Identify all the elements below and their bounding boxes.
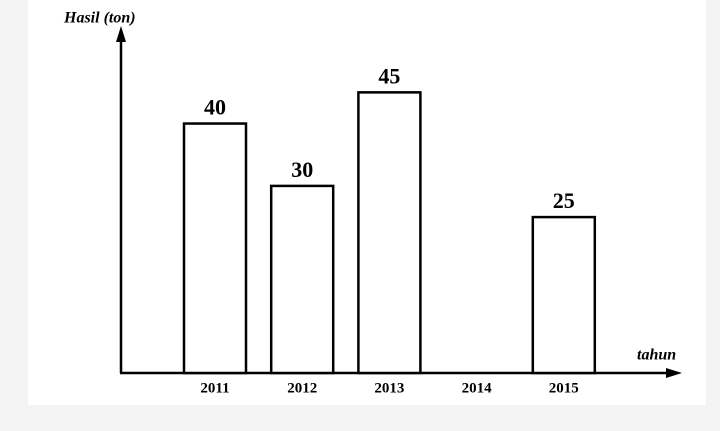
- value-label: 25: [553, 188, 575, 213]
- y-axis-arrow: [116, 26, 126, 42]
- value-label: 30: [291, 157, 313, 182]
- x-tick-label: 2014: [462, 380, 493, 396]
- bar: [531, 215, 597, 375]
- x-axis-label: tahun: [637, 347, 676, 364]
- bar: [182, 122, 248, 375]
- x-tick-label: 2013: [374, 380, 404, 396]
- x-tick-label: 2012: [287, 380, 317, 396]
- value-label: 40: [204, 95, 226, 120]
- x-tick-label: 2011: [200, 380, 229, 396]
- y-axis-label: Hasil (ton): [63, 10, 136, 27]
- x-axis-arrow: [666, 368, 682, 378]
- value-label: 45: [378, 63, 400, 88]
- bar: [269, 184, 335, 375]
- bar: [357, 91, 422, 375]
- x-tick-label: 2015: [549, 380, 579, 396]
